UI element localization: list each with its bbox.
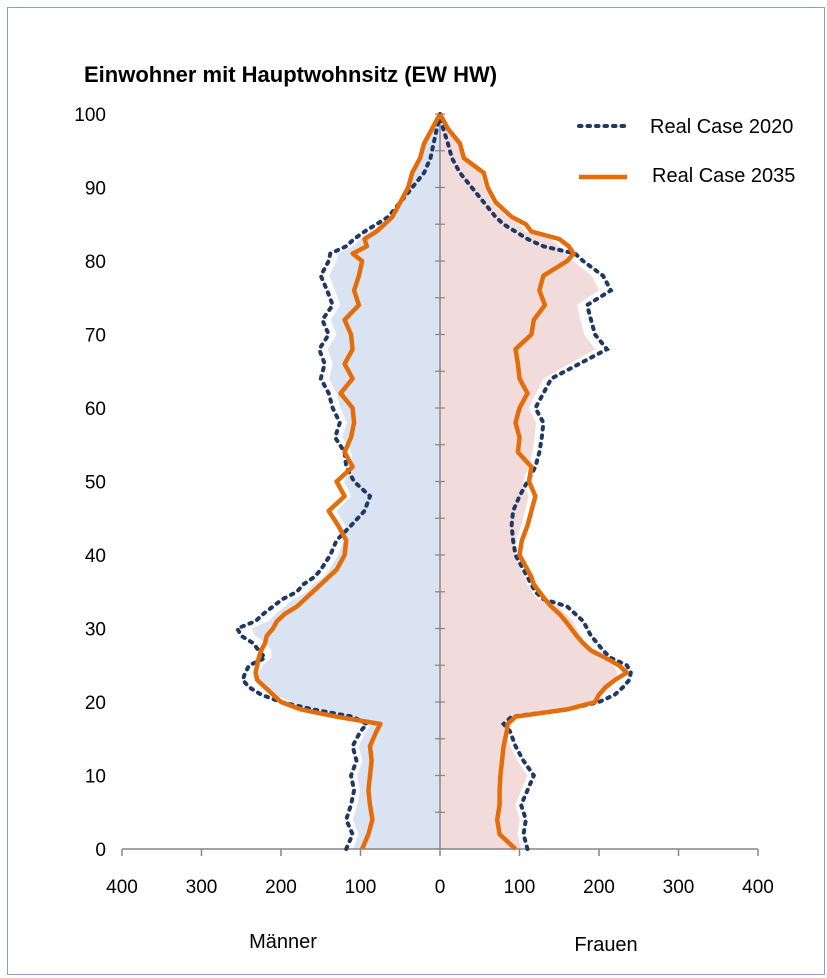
y-tick-label: 60	[85, 399, 106, 420]
y-tick-label: 100	[74, 105, 106, 126]
y-tick-label: 20	[85, 693, 106, 714]
chart-title: Einwohner mit Hauptwohnsitz (EW HW)	[84, 62, 497, 87]
y-tick-label: 90	[85, 179, 106, 200]
y-tick-label: 80	[85, 252, 106, 273]
y-tick-label: 50	[85, 473, 106, 494]
x-tick-label: 200	[583, 877, 615, 898]
legend-label-2020: Real Case 2020	[650, 116, 793, 138]
y-tick-label: 40	[85, 546, 106, 567]
y-tick-label: 70	[85, 326, 106, 347]
chart-frame: Einwohner mit Hauptwohnsitz (EW HW) 400 3…	[7, 7, 825, 975]
x-tick-label: 400	[742, 877, 774, 898]
legend-label-2035: Real Case 2035	[652, 165, 795, 187]
x-tick-label: 300	[663, 877, 695, 898]
series-lines	[234, 112, 633, 851]
x-tick-label: 200	[265, 877, 297, 898]
series-2035-men	[253, 112, 442, 850]
x-label-men: Männer	[249, 931, 317, 953]
series-2035-women	[438, 112, 630, 851]
axes: 400 300 200 100 0 100 200 300 400010203040506070…	[74, 105, 774, 898]
x-tick-label: 100	[504, 877, 536, 898]
x-label-women: Frauen	[574, 934, 637, 956]
y-tick-label: 10	[85, 767, 106, 788]
legend: Real Case 2020 Real Case 2035	[577, 116, 795, 187]
x-tick-label: 0	[435, 877, 446, 898]
women-area	[440, 114, 618, 849]
x-tick-label: 400	[106, 877, 138, 898]
pyramid-fills	[251, 114, 618, 849]
x-tick-label: 100	[345, 877, 377, 898]
population-pyramid-chart: Einwohner mit Hauptwohnsitz (EW HW) 400 3…	[74, 62, 795, 956]
x-tick-label: 300	[186, 877, 218, 898]
y-tick-label: 30	[85, 620, 106, 641]
y-tick-label: 0	[95, 840, 106, 861]
men-area	[251, 114, 440, 849]
